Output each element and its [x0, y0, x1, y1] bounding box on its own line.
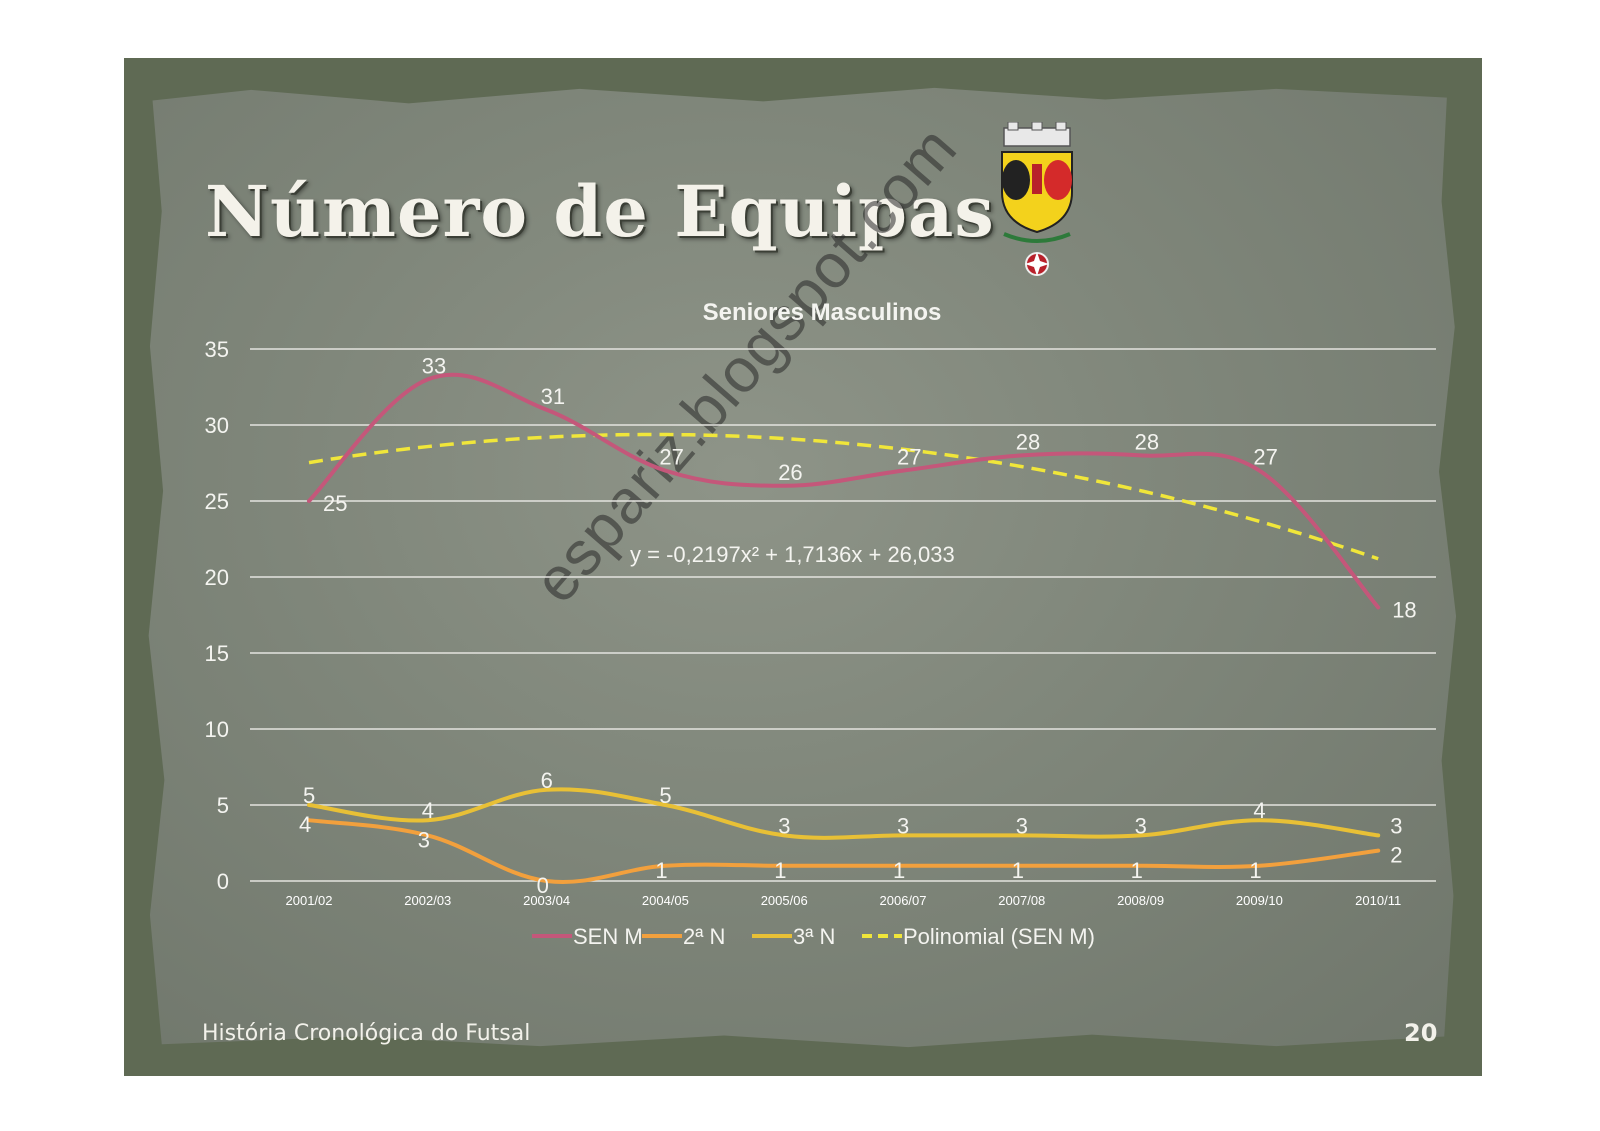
data-label: 1	[1012, 858, 1024, 883]
x-axis-labels: 2001/02 2002/03 2003/04 2004/05 2005/06 2006/…	[286, 893, 1402, 908]
page-title: Número de Equipas	[205, 170, 995, 253]
data-label: 27	[659, 445, 683, 470]
crest-logo	[1001, 122, 1073, 276]
x-tick-label: 2009/10	[1236, 893, 1283, 908]
legend-label: 2ª N	[683, 924, 725, 949]
series-group	[307, 372, 1381, 884]
x-tick-label: 2007/08	[998, 893, 1045, 908]
data-label: 28	[1135, 429, 1159, 454]
data-label: 3	[418, 827, 430, 852]
chart-legend: SEN M 2ª N 3ª N Polinomial (SEN M)	[532, 924, 1095, 949]
data-label: 4	[422, 798, 434, 823]
data-label: 3	[897, 813, 909, 838]
chart-title: Seniores Masculinos	[703, 299, 942, 326]
page-number: 20	[1404, 1019, 1438, 1047]
trendline-equation: y = -0,2197x² + 1,7136x + 26,033	[630, 542, 955, 567]
y-tick-label: 5	[217, 793, 229, 818]
y-tick-label: 25	[205, 489, 229, 514]
y-tick-label: 20	[205, 565, 229, 590]
data-label: 3	[1016, 813, 1028, 838]
data-label: 1	[1249, 858, 1261, 883]
data-label: 1	[1131, 858, 1143, 883]
slide-background	[124, 58, 1482, 1076]
data-label: 4	[299, 812, 311, 837]
y-tick-label: 15	[205, 641, 229, 666]
x-tick-label: 2003/04	[523, 893, 570, 908]
y-axis-labels: 0 5 10 15 20 25 30 35	[205, 337, 229, 894]
x-tick-label: 2002/03	[404, 893, 451, 908]
data-label: 6	[541, 768, 553, 793]
gridlines	[250, 348, 1436, 882]
data-label: 5	[659, 783, 671, 808]
x-tick-label: 2004/05	[642, 893, 689, 908]
y-tick-label: 30	[205, 413, 229, 438]
trendline-group	[308, 432, 1379, 561]
data-label: 3	[1390, 813, 1402, 838]
data-label: 3	[778, 813, 790, 838]
series-line-2-n	[307, 818, 1381, 884]
data-label: 5	[303, 783, 315, 808]
y-tick-label: 0	[217, 869, 229, 894]
trendline	[308, 432, 1379, 561]
data-label: 25	[323, 491, 347, 516]
data-label: 27	[1253, 445, 1277, 470]
x-tick-label: 2010/11	[1355, 893, 1401, 908]
legend-label: SEN M	[573, 924, 643, 949]
data-label: 26	[778, 460, 802, 485]
data-label: 1	[655, 858, 667, 883]
x-tick-label: 2001/02	[286, 893, 333, 908]
data-label: 31	[541, 384, 565, 409]
y-tick-label: 10	[205, 717, 229, 742]
x-tick-label: 2006/07	[880, 893, 927, 908]
paper-panel	[148, 87, 1457, 1048]
data-label: 18	[1392, 597, 1416, 622]
data-label: 1	[893, 858, 905, 883]
series-line-3-n	[307, 787, 1381, 840]
data-label: 4	[1253, 798, 1265, 823]
legend-label: Polinomial (SEN M)	[903, 924, 1095, 949]
footer-text: História Cronológica do Futsal	[202, 1021, 531, 1046]
data-label: 1	[774, 858, 786, 883]
series-line-sen-m	[307, 372, 1381, 610]
data-label: 2	[1390, 843, 1402, 868]
x-tick-label: 2005/06	[761, 893, 808, 908]
legend-label: 3ª N	[793, 924, 835, 949]
data-label: 3	[1135, 813, 1147, 838]
data-label: 27	[897, 445, 921, 470]
data-label: 0	[537, 873, 549, 898]
data-label: 28	[1016, 429, 1040, 454]
data-label: 33	[422, 353, 446, 378]
x-tick-label: 2008/09	[1117, 893, 1164, 908]
y-tick-label: 35	[205, 337, 229, 362]
